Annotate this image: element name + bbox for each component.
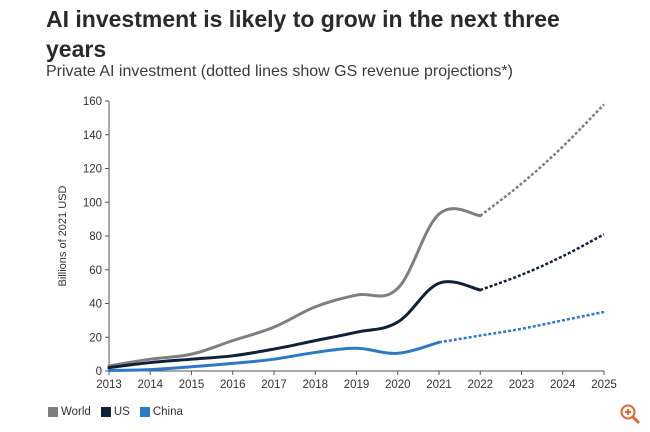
legend-item-china: China — [139, 406, 183, 418]
legend: World US China — [48, 406, 193, 418]
x-tick-label: 2018 — [302, 379, 328, 391]
chart-subtitle: Private AI investment (dotted lines show… — [46, 63, 513, 80]
legend-item-us: US — [100, 406, 130, 418]
x-tick-label: 2019 — [344, 379, 370, 391]
series-line-world-projected — [479, 103, 605, 217]
series-line-world-actual — [107, 207, 482, 368]
x-tick-label: 2025 — [591, 379, 617, 391]
y-tick-label: 140 — [83, 130, 102, 142]
y-tick-label: 60 — [89, 265, 102, 277]
x-tick-label: 2013 — [96, 379, 122, 391]
legend-swatch-us — [100, 407, 111, 417]
x-tick-label: 2017 — [261, 379, 287, 391]
y-axis-title: Billions of 2021 USD — [57, 186, 69, 287]
series-lines — [107, 103, 605, 372]
legend-label-world: World — [61, 406, 91, 418]
x-tick-label: 2016 — [220, 379, 246, 391]
x-tick-label: 2021 — [426, 379, 452, 391]
x-tick-labels: 2013 2014 2015 2016 2017 2018 2019 2020 2021 2022… — [96, 379, 617, 391]
legend-swatch-china — [139, 407, 150, 417]
y-tick-label: 80 — [89, 231, 102, 243]
x-tick-label: 2024 — [550, 379, 576, 391]
y-tick-label: 160 — [83, 96, 102, 108]
axes — [105, 100, 605, 375]
series-line-china-projected — [438, 310, 605, 344]
legend-label-us: US — [113, 406, 130, 418]
legend-swatch-world — [48, 407, 58, 417]
y-tick-label: 100 — [83, 197, 102, 209]
zoom-in-icon[interactable] — [619, 403, 641, 425]
x-tick-label: 2023 — [509, 379, 535, 391]
x-tick-label: 2022 — [467, 379, 493, 391]
legend-item-world: World — [48, 406, 91, 418]
series-line-us-actual — [107, 280, 482, 370]
y-tick-label: 40 — [89, 299, 102, 311]
x-tick-label: 2020 — [385, 379, 411, 391]
x-tick-label: 2014 — [137, 379, 163, 391]
series-line-us-projected — [479, 233, 605, 292]
legend-label-china: China — [152, 406, 183, 418]
y-tick-label: 0 — [96, 366, 102, 378]
y-tick-label: 120 — [83, 164, 102, 176]
y-tick-label: 20 — [89, 332, 102, 344]
x-tick-label: 2015 — [179, 379, 205, 391]
series-line-china-actual — [107, 340, 441, 372]
chart-title: AI investment is likely to grow in the n… — [46, 6, 560, 62]
y-tick-labels: 0 20 40 60 80 100 120 140 160 — [83, 96, 102, 378]
